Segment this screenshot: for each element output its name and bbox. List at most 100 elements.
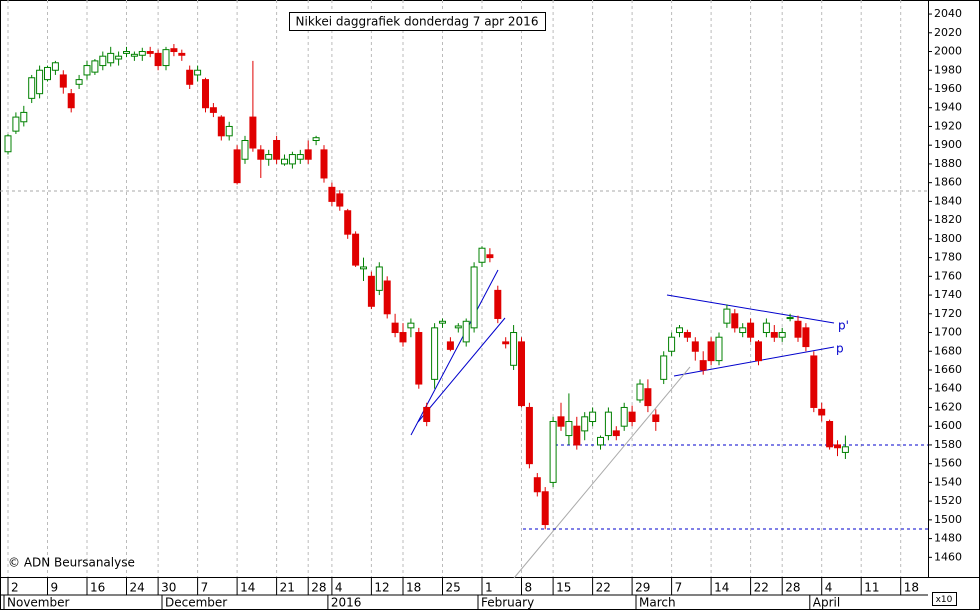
candle-body (581, 416, 589, 432)
y-tick-label: 1480 (934, 532, 962, 545)
candle-body (107, 52, 115, 64)
candle-body (786, 317, 794, 320)
candle-body (802, 327, 810, 348)
candle-body (747, 322, 755, 338)
x-tick-label: 7 (675, 581, 683, 595)
candle-body (454, 325, 462, 329)
x-tick-label: 1 (485, 581, 493, 595)
y-tick-label: 1920 (934, 119, 962, 132)
candle-body (486, 254, 494, 259)
candle-body (328, 186, 336, 202)
candle-body (399, 332, 407, 343)
candle-body (494, 289, 502, 319)
candle-body (257, 149, 265, 160)
candle-body (636, 383, 644, 401)
candle-body (265, 154, 273, 160)
y-tick-label: 2040 (934, 7, 962, 20)
candle-body (462, 320, 470, 343)
candle-body (770, 332, 778, 338)
x-tick-label: 11 (864, 581, 879, 595)
candle-body (739, 327, 747, 334)
chart-title: Nikkei daggrafiek donderdag 7 apr 2016 (296, 15, 539, 29)
candle-body (312, 137, 320, 142)
candle-body (225, 125, 233, 137)
candle-body (115, 55, 123, 60)
candle-body (83, 65, 91, 76)
x-tick-label: 30 (161, 581, 176, 595)
y-tick-label: 1800 (934, 232, 962, 245)
x-tick-label: 14 (240, 581, 255, 595)
candle-body (731, 313, 739, 329)
candle-body (233, 149, 241, 184)
candle-body (510, 332, 518, 366)
y-tick-label: 1540 (934, 475, 962, 488)
y-tick-label: 1660 (934, 363, 962, 376)
x-axis-panel (0, 577, 980, 610)
candle-body (502, 341, 510, 345)
candle-body (146, 51, 154, 54)
y-tick-label: 1760 (934, 269, 962, 282)
candle-body (676, 327, 683, 334)
candle-body (360, 266, 367, 270)
candle-body (375, 266, 383, 291)
candle-body (660, 355, 668, 380)
x-tick-label: 28 (785, 581, 800, 595)
candle-body (597, 436, 604, 446)
candle-body (683, 332, 691, 338)
x-tick-label: 4 (335, 581, 343, 595)
candle-body (178, 52, 186, 56)
y-tick-label: 1940 (934, 101, 962, 114)
grid (7, 0, 902, 577)
candle-body (415, 332, 423, 385)
triangle-line (673, 346, 835, 377)
candle-body (281, 158, 288, 165)
candle-body (826, 421, 834, 448)
candle-body (241, 140, 249, 160)
y-tick-label: 1960 (934, 82, 962, 95)
candle-body (170, 48, 178, 53)
y-tick-label: 1560 (934, 457, 962, 470)
candle-body (755, 341, 762, 362)
candle-body (423, 406, 431, 423)
candle-body (36, 69, 44, 95)
candle-body (162, 49, 170, 67)
y-tick-label: 1600 (934, 419, 962, 432)
y-tick-label: 1500 (934, 513, 962, 526)
x-tick-label: 18 (904, 581, 919, 595)
channel-line (417, 317, 506, 423)
candle-body (668, 336, 676, 352)
y-tick-label: 1980 (934, 63, 962, 76)
candle-body (383, 280, 391, 315)
candle-body (691, 341, 699, 352)
candle-body (620, 406, 628, 427)
y-tick-label: 1740 (934, 288, 962, 301)
y-tick-label: 1880 (934, 157, 962, 170)
candle-body (344, 210, 352, 235)
x-tick-label: 12 (374, 581, 389, 595)
candle-body (478, 247, 486, 263)
x-tick-label: 8 (525, 581, 533, 595)
candle-body (407, 322, 415, 329)
candle-body (320, 149, 328, 179)
x-tick-label: 29 (635, 581, 650, 595)
candle-body (12, 116, 20, 132)
multiplier-box (932, 592, 957, 606)
candle-body (707, 341, 715, 362)
y-tick-label: 1900 (934, 138, 962, 151)
candle-body (352, 233, 360, 266)
candle-body (439, 320, 446, 324)
y-tick-label: 1860 (934, 176, 962, 189)
y-axis-panel (928, 0, 980, 578)
annotation: p (836, 342, 844, 356)
x-tick-label: 22 (754, 581, 769, 595)
month-label: November (7, 596, 69, 610)
candle-body (557, 416, 565, 427)
candle-body (99, 55, 107, 67)
candle-body (628, 411, 636, 423)
y-tick-label: 1620 (934, 400, 962, 413)
candle-body (470, 266, 478, 329)
x-tick-label: 28 (311, 581, 326, 595)
candle-body (75, 79, 83, 85)
